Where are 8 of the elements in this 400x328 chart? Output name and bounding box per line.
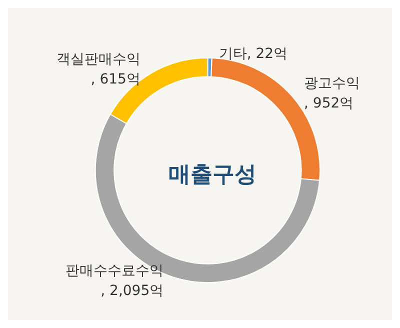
slice-label: 판매수수료수익 [66, 263, 164, 280]
data-label: , 952억 [304, 95, 354, 112]
slice-label: 객실판매수익 [56, 52, 140, 68]
slice-label: 광고수익 [304, 75, 360, 92]
data-label: , 2,095억 [100, 283, 164, 300]
slice-label: 기타, 22억 [218, 46, 288, 62]
text: 매출구성 [168, 162, 257, 188]
data-label: , 615억 [90, 72, 140, 88]
